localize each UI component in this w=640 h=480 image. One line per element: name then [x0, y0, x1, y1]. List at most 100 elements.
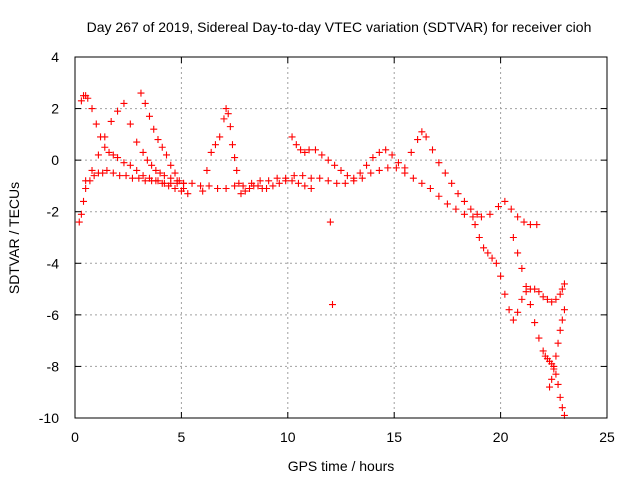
data-point: [509, 234, 517, 241]
data-point: [488, 254, 496, 262]
data-point: [514, 308, 522, 316]
data-point: [473, 210, 481, 218]
series-track-d: [137, 89, 188, 193]
data-point: [454, 190, 462, 198]
data-point: [82, 185, 90, 193]
data-point: [199, 187, 207, 195]
data-point: [103, 166, 111, 174]
data-point: [269, 182, 277, 190]
data-point: [484, 249, 492, 257]
data-point: [88, 105, 96, 113]
data-point: [471, 221, 479, 229]
data-point: [241, 187, 249, 195]
data-point: [501, 197, 509, 205]
data-point: [133, 138, 141, 146]
data-point: [141, 177, 149, 185]
data-point: [120, 159, 128, 167]
data-point: [222, 185, 230, 193]
data-point: [145, 112, 153, 120]
data-point: [358, 174, 366, 182]
series-track-h: [509, 234, 568, 419]
data-point: [556, 290, 564, 298]
data-point: [145, 174, 153, 182]
data-point: [152, 166, 160, 174]
data-point: [548, 298, 556, 306]
data-point: [422, 133, 430, 141]
data-point: [163, 151, 171, 159]
data-point: [235, 179, 243, 187]
data-point: [328, 301, 336, 309]
data-point: [141, 99, 149, 107]
data-point: [288, 133, 296, 141]
data-point: [560, 280, 568, 288]
data-point: [460, 197, 468, 205]
data-point: [363, 161, 371, 169]
data-point: [265, 177, 273, 185]
data-point: [175, 177, 183, 185]
data-point: [326, 218, 334, 226]
data-point: [392, 164, 400, 172]
data-point: [109, 151, 117, 159]
data-point: [288, 177, 296, 185]
data-point: [324, 156, 332, 164]
x-tick-label: 0: [71, 429, 79, 445]
data-point: [152, 177, 160, 185]
data-point: [526, 301, 534, 309]
data-point: [552, 370, 560, 378]
data-point: [388, 151, 396, 159]
data-point: [297, 146, 305, 154]
data-point: [101, 133, 109, 141]
x-tick-label: 25: [599, 429, 615, 445]
data-point: [139, 148, 147, 156]
data-point: [375, 148, 383, 156]
data-point: [535, 288, 543, 296]
data-point: [77, 210, 85, 218]
data-point: [282, 177, 290, 185]
data-point: [331, 161, 339, 169]
data-point: [356, 169, 364, 177]
y-tick-label: -10: [39, 410, 59, 426]
data-point: [165, 182, 173, 190]
data-point: [469, 213, 477, 221]
data-point: [150, 125, 158, 133]
data-point: [160, 172, 168, 180]
data-point: [203, 166, 211, 174]
data-point: [114, 154, 122, 162]
data-point: [539, 293, 547, 301]
series-track-g: [471, 221, 568, 324]
data-point: [158, 179, 166, 187]
data-point: [126, 161, 134, 169]
data-point: [324, 177, 332, 185]
data-point: [128, 174, 136, 182]
data-point: [318, 151, 326, 159]
data-point: [220, 115, 228, 123]
series-outliers: [326, 218, 336, 309]
data-point: [418, 128, 426, 136]
data-point: [514, 213, 522, 221]
data-point: [211, 141, 219, 149]
data-point: [114, 107, 122, 115]
data-point: [316, 174, 324, 182]
data-point: [99, 169, 107, 177]
grid: [75, 57, 607, 418]
data-point: [122, 172, 130, 180]
x-tick-labels: 0 5 10 15 20 25: [71, 429, 615, 445]
series-track-f: [288, 128, 481, 218]
data-point: [143, 156, 151, 164]
series-track-b: [77, 92, 192, 198]
data-marks: [75, 89, 568, 419]
data-point: [552, 295, 560, 303]
data-point: [554, 380, 562, 388]
data-point: [301, 182, 309, 190]
data-point: [514, 249, 522, 257]
y-tick-label: 2: [51, 101, 59, 117]
data-point: [263, 185, 271, 193]
data-point: [369, 154, 377, 162]
data-point: [116, 172, 124, 180]
data-point: [148, 161, 156, 169]
data-point: [497, 272, 505, 280]
data-point: [467, 205, 475, 213]
data-point: [535, 334, 543, 342]
data-point: [556, 393, 564, 401]
